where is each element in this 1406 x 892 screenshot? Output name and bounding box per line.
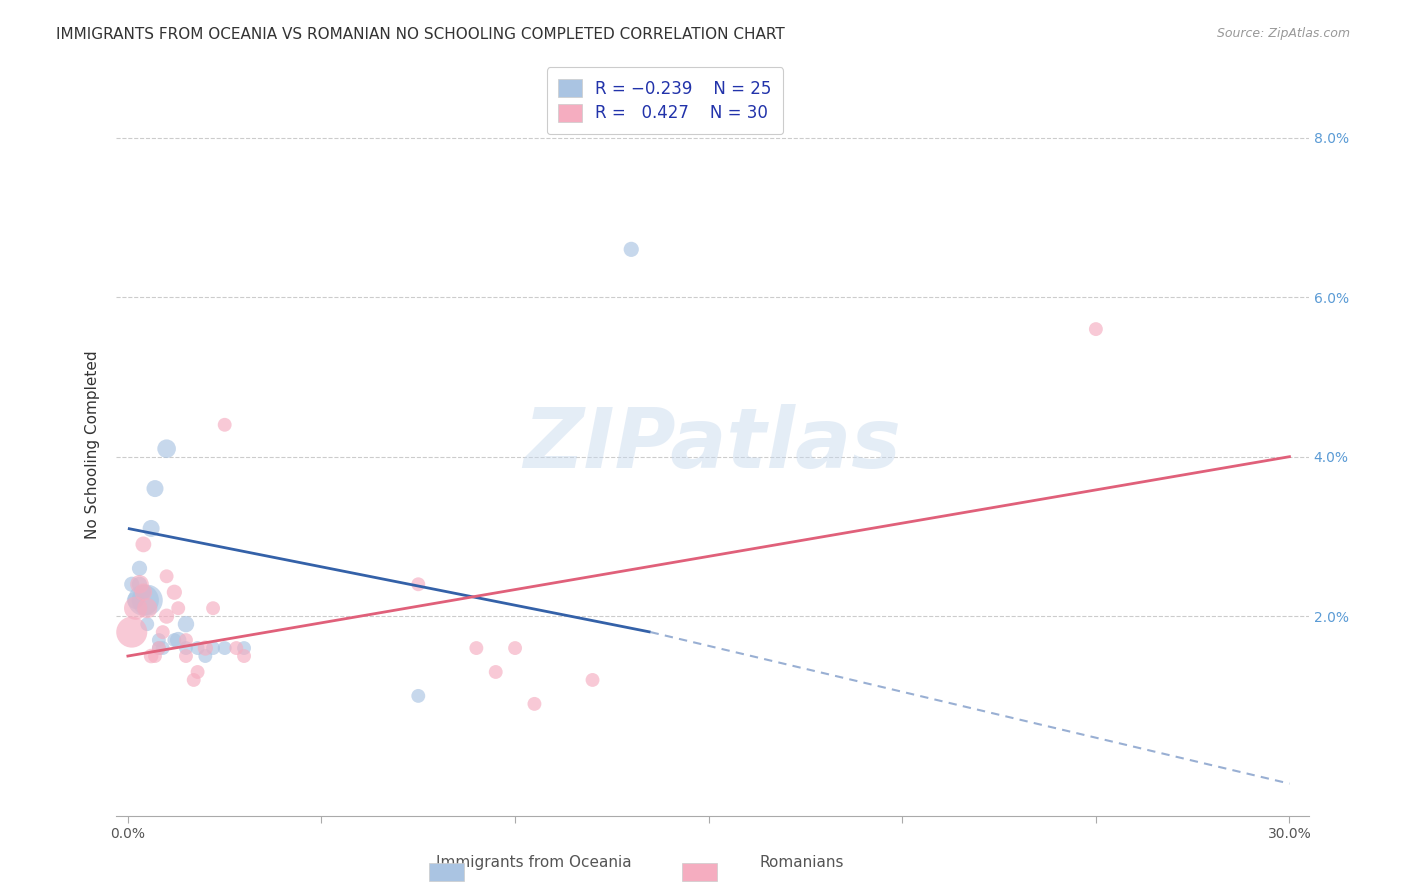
Point [202,601,225,615]
Point [194,641,217,656]
Point [128,577,150,591]
Point [233,648,256,663]
Point [465,641,488,656]
Point [174,633,197,648]
Point [174,648,197,663]
Point [132,585,155,599]
Point [1084,322,1107,336]
Point [187,641,209,656]
Point [163,633,186,648]
Point [152,641,174,656]
Point [136,617,159,632]
Point [503,641,526,656]
Point [214,417,236,432]
Point [233,641,256,656]
Point [128,561,150,575]
Point [620,243,643,257]
Point [183,673,205,687]
Point [139,648,162,663]
Text: ZIPatlas: ZIPatlas [523,404,901,485]
Point [167,601,190,615]
Point [143,482,166,496]
Point [523,697,546,711]
Point [136,601,159,615]
Point [167,633,190,648]
Point [139,521,162,535]
Point [214,641,236,656]
Point [155,609,177,624]
Point [155,569,177,583]
Point [406,689,429,703]
Point [174,641,197,656]
Point [194,648,217,663]
Point [163,585,186,599]
Point [121,577,143,591]
Text: Immigrants from Oceania: Immigrants from Oceania [436,855,633,870]
Point [136,593,159,607]
Point [148,641,170,656]
Text: Romanians: Romanians [759,855,844,870]
Point [132,585,155,599]
Point [581,673,603,687]
Point [225,641,247,656]
Point [148,641,170,656]
Point [485,665,508,679]
Point [187,665,209,679]
Point [155,442,177,456]
Point [132,537,155,551]
Point [174,617,197,632]
Point [143,648,166,663]
Point [152,625,174,640]
Legend: R = −0.239    N = 25, R =   0.427    N = 30: R = −0.239 N = 25, R = 0.427 N = 30 [547,68,783,134]
Text: IMMIGRANTS FROM OCEANIA VS ROMANIAN NO SCHOOLING COMPLETED CORRELATION CHART: IMMIGRANTS FROM OCEANIA VS ROMANIAN NO S… [56,27,785,42]
Point [121,625,143,640]
Y-axis label: No Schooling Completed: No Schooling Completed [86,351,100,539]
Point [128,577,150,591]
Text: Source: ZipAtlas.com: Source: ZipAtlas.com [1216,27,1350,40]
Point [124,593,146,607]
Point [132,593,155,607]
Point [148,633,170,648]
Point [124,601,146,615]
Point [406,577,429,591]
Point [202,641,225,656]
